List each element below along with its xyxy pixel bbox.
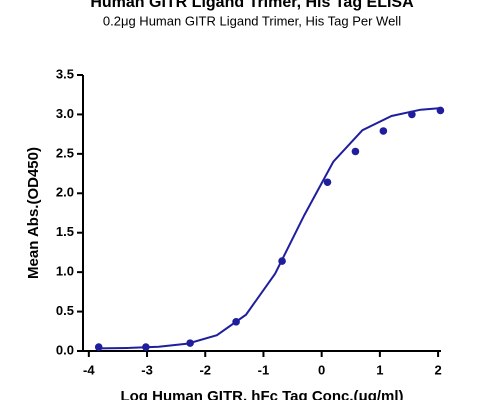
y-tick-label: 1.5 xyxy=(56,224,74,239)
x-tick-label: 0 xyxy=(318,362,325,377)
x-tick-label: 2 xyxy=(434,362,441,377)
y-tick-label: 3.5 xyxy=(56,66,74,81)
data-point xyxy=(278,257,286,265)
y-axis-label: Mean Abs.(OD450) xyxy=(25,147,42,279)
y-tick-label: 1.0 xyxy=(56,264,74,279)
data-point xyxy=(232,318,240,326)
data-point xyxy=(186,339,194,347)
x-tick-label: 1 xyxy=(376,362,383,377)
y-tick-label: 0.5 xyxy=(56,303,74,318)
x-tick-label: -4 xyxy=(83,362,95,377)
y-tick-label: 3.0 xyxy=(56,106,74,121)
chart-subtitle: 0.2μg Human GITR Ligand Trimer, His Tag … xyxy=(103,13,401,28)
chart-title: Human GITR Ligand Trimer, His Tag ELISA xyxy=(90,0,414,11)
fit-curve xyxy=(98,107,441,350)
data-point xyxy=(436,106,445,115)
data-point xyxy=(94,343,103,351)
data-point xyxy=(351,147,360,156)
x-axis-label: Log Human GITR, hFc Tag Conc.(μg/ml) xyxy=(120,388,403,400)
y-tick-label: 2.0 xyxy=(56,185,74,200)
data-point xyxy=(379,127,388,135)
x-tick-label: -2 xyxy=(199,362,211,377)
data-point xyxy=(323,178,332,187)
data-point xyxy=(408,110,416,119)
x-tick-label: -3 xyxy=(141,362,153,377)
data-point xyxy=(142,343,150,351)
y-tick-label: 2.5 xyxy=(56,145,74,160)
x-tick-label: -1 xyxy=(258,362,270,377)
y-tick-label: 0.0 xyxy=(56,342,74,357)
